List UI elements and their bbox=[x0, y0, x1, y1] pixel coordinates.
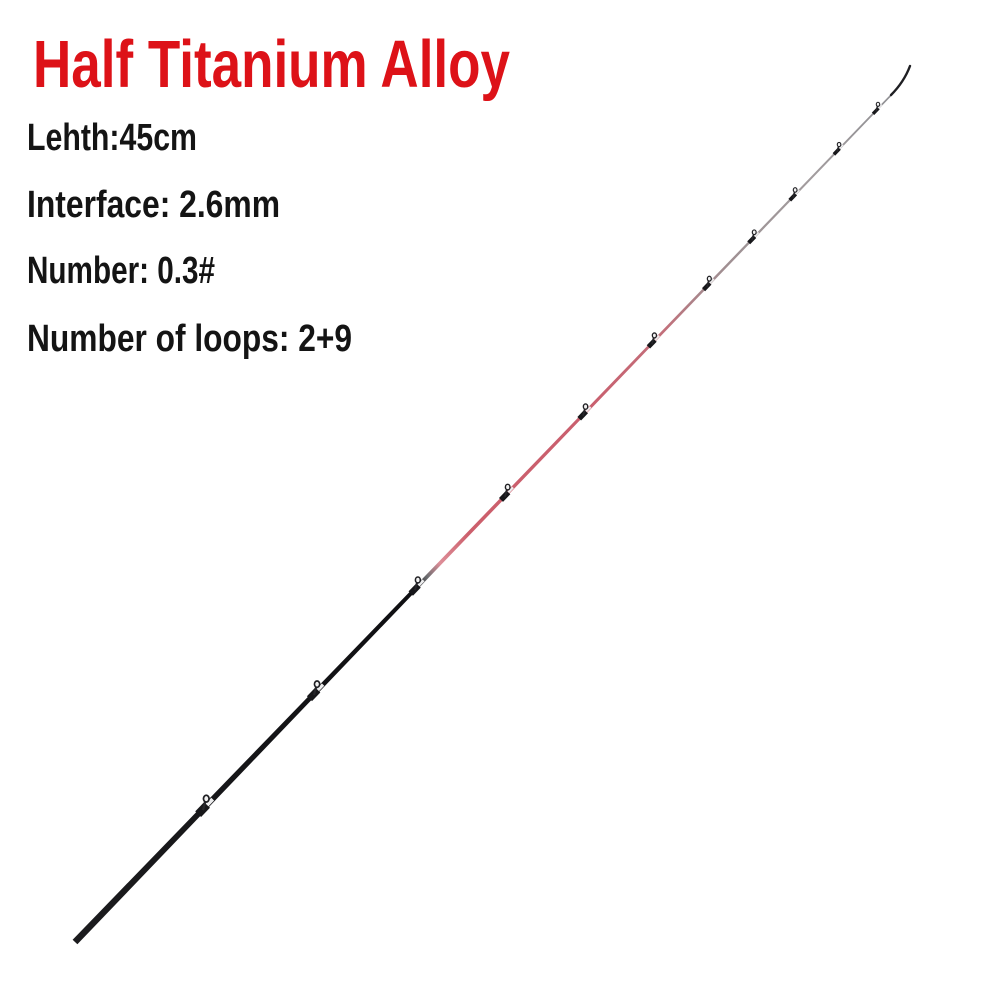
rod-guide bbox=[788, 187, 800, 202]
rod-guide bbox=[498, 483, 514, 502]
rod-guide bbox=[701, 275, 715, 292]
product-title: Half Titanium Alloy bbox=[33, 27, 510, 102]
spec-loops: Number of loops: 2+9 bbox=[27, 318, 352, 360]
rod-tip-guide bbox=[889, 64, 912, 97]
rod-guide bbox=[871, 101, 883, 115]
rod-guide bbox=[646, 332, 660, 349]
rod-guide bbox=[747, 229, 760, 245]
rod-guide bbox=[832, 141, 844, 156]
rod-guide bbox=[408, 576, 425, 596]
rod-blank bbox=[72, 90, 896, 945]
spec-number: Number: 0.3# bbox=[27, 250, 215, 292]
spec-length: Lehth:45cm bbox=[27, 117, 197, 159]
rod-guide bbox=[306, 680, 325, 702]
fishing-rod bbox=[72, 64, 912, 945]
rod-guide bbox=[195, 794, 215, 818]
spec-interface: Interface: 2.6mm bbox=[27, 184, 280, 226]
rod-guide bbox=[577, 403, 592, 421]
